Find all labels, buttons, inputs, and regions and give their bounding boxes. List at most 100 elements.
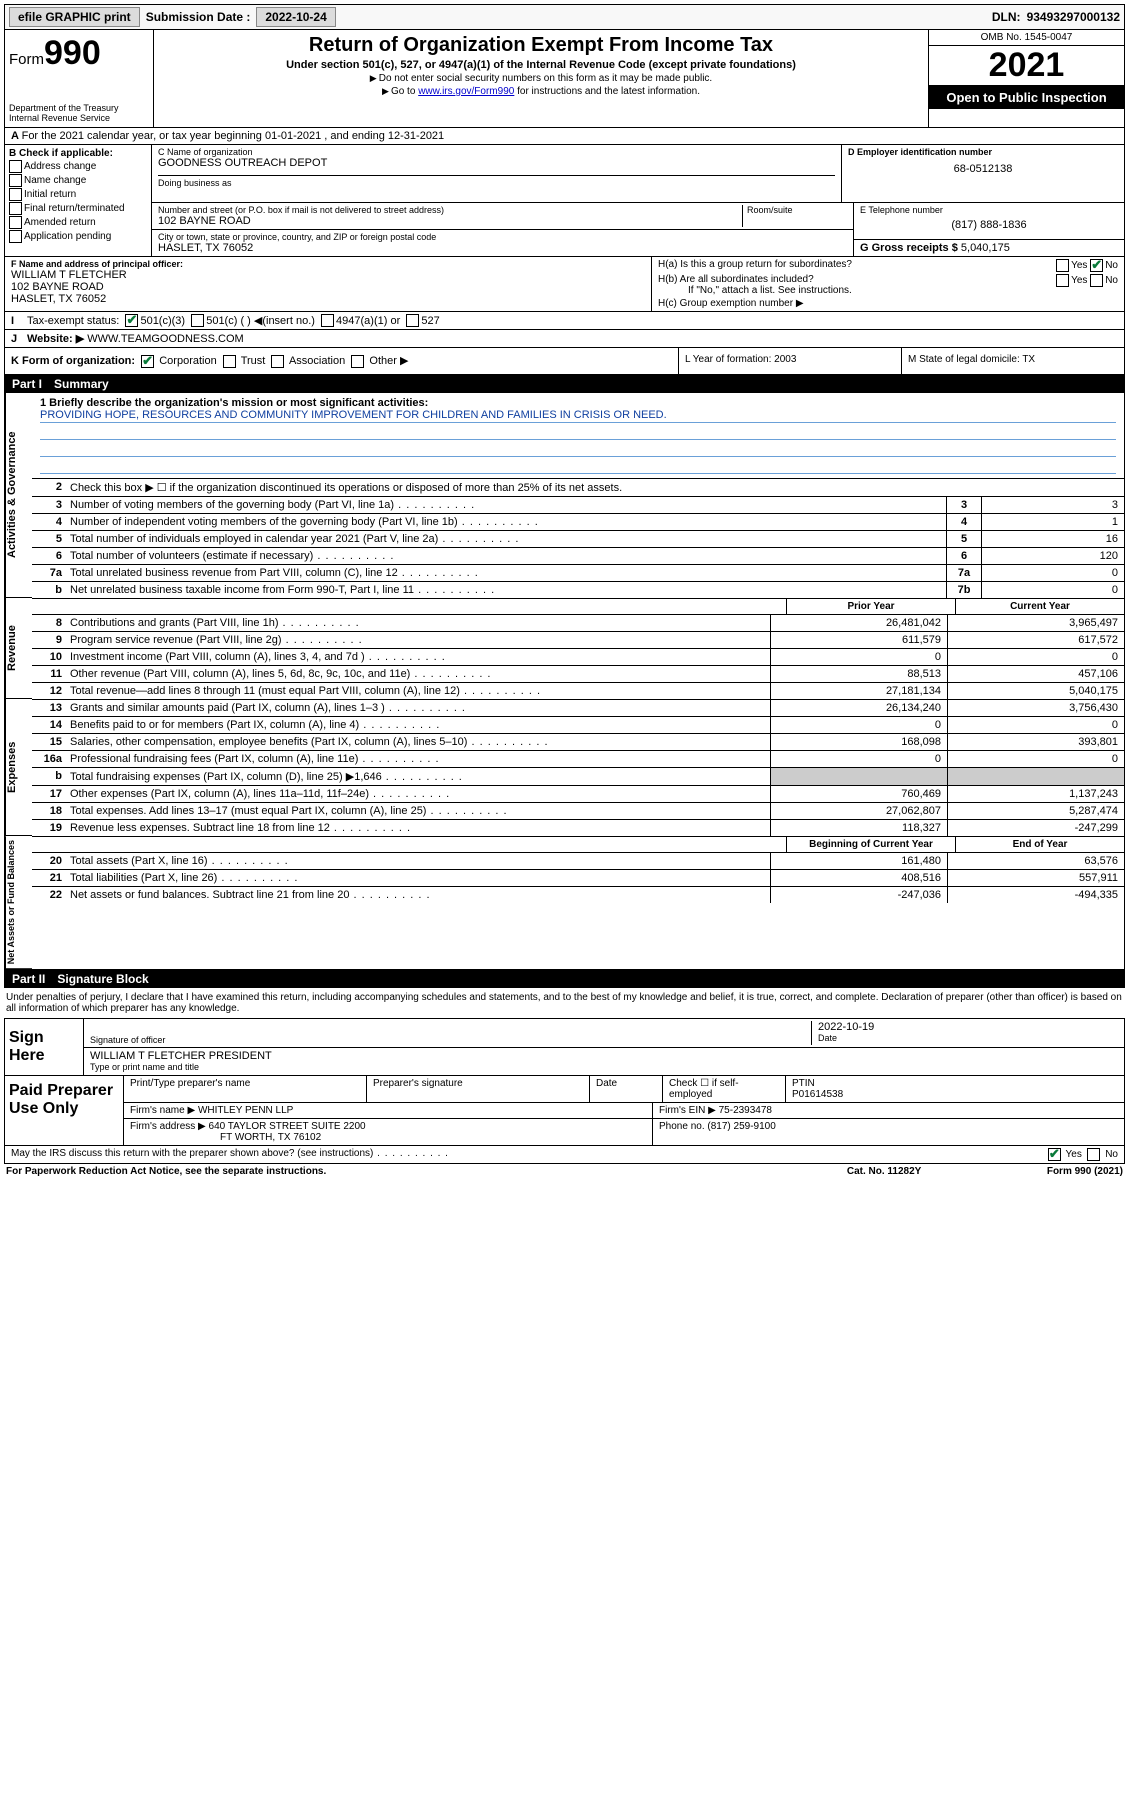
firm-addr2: FT WORTH, TX 76102 — [220, 1132, 321, 1143]
line17-desc: Other expenses (Part IX, column (A), lin… — [66, 786, 770, 802]
line15-desc: Salaries, other compensation, employee b… — [66, 734, 770, 750]
k-corp: Corporation — [159, 355, 216, 367]
line2: Check this box ▶ ☐ if the organization d… — [66, 479, 1124, 496]
dln-label: DLN: — [992, 10, 1021, 24]
section-b: B Check if applicable: Address change Na… — [5, 145, 152, 256]
line11-desc: Other revenue (Part VIII, column (A), li… — [66, 666, 770, 682]
hc-label: H(c) Group exemption number ▶ — [658, 298, 1118, 309]
b-initial: Initial return — [24, 189, 76, 200]
line15-curr: 393,801 — [947, 734, 1124, 750]
i-527: 527 — [421, 315, 439, 327]
line12-desc: Total revenue—add lines 8 through 11 (mu… — [66, 683, 770, 699]
ha-no: No — [1105, 260, 1118, 271]
dba-label: Doing business as — [158, 175, 835, 188]
org-name: GOODNESS OUTREACH DEPOT — [158, 157, 835, 169]
line16a-desc: Professional fundraising fees (Part IX, … — [66, 751, 770, 767]
lineb-val: 0 — [981, 582, 1124, 598]
ha-label: H(a) Is this a group return for subordin… — [658, 259, 852, 270]
submission-label: Submission Date : — [146, 10, 251, 24]
sign-here: Sign Here — [5, 1019, 83, 1075]
line14-prior: 0 — [770, 717, 947, 733]
goto-post: for instructions and the latest informat… — [514, 86, 700, 97]
efile-button[interactable]: efile GRAPHIC print — [9, 7, 140, 27]
prep-self-hdr: Check ☐ if self-employed — [663, 1076, 786, 1102]
hb-no: No — [1105, 275, 1118, 286]
street-label: Number and street (or P.O. box if mail i… — [158, 205, 742, 215]
header: Form990 Department of the Treasury Inter… — [4, 30, 1125, 128]
tel-value: (817) 888-1836 — [860, 219, 1118, 231]
i-4947: 4947(a)(1) or — [336, 315, 400, 327]
line16a-curr: 0 — [947, 751, 1124, 767]
hdr-prior: Prior Year — [786, 599, 955, 614]
discuss-no: No — [1105, 1149, 1118, 1160]
discuss-yes: Yes — [1066, 1149, 1082, 1160]
i-501c: 501(c) ( ) ◀(insert no.) — [206, 314, 315, 327]
irs-label: Internal Revenue Service — [9, 113, 149, 123]
sig-date-label: Date — [818, 1033, 1118, 1043]
line9-desc: Program service revenue (Part VIII, line… — [66, 632, 770, 648]
firm-phone-label: Phone no. — [659, 1121, 705, 1132]
line3-desc: Number of voting members of the governin… — [66, 497, 946, 513]
top-toolbar: efile GRAPHIC print Submission Date : 20… — [4, 4, 1125, 30]
form-number: 990 — [44, 34, 101, 72]
website-value: WWW.TEAMGOODNESS.COM — [87, 333, 243, 345]
firm-name: WHITLEY PENN LLP — [198, 1105, 293, 1116]
officer-addr2: HASLET, TX 76052 — [11, 293, 645, 305]
line20-desc: Total assets (Part X, line 16) — [66, 853, 770, 869]
line12-prior: 27,181,134 — [770, 683, 947, 699]
k-other: Other ▶ — [369, 355, 408, 367]
sig-officer-label: Signature of officer — [90, 1035, 811, 1045]
irs-link[interactable]: www.irs.gov/Form990 — [418, 86, 514, 97]
line19-prior: 118,327 — [770, 820, 947, 836]
firm-addr-label: Firm's address ▶ — [130, 1121, 206, 1132]
line12-curr: 5,040,175 — [947, 683, 1124, 699]
b-addr-change: Address change — [24, 161, 96, 172]
subtitle-2: Do not enter social security numbers on … — [160, 73, 922, 84]
line22-prior: -247,036 — [770, 887, 947, 903]
line21-desc: Total liabilities (Part X, line 26) — [66, 870, 770, 886]
side-netassets: Net Assets or Fund Balances — [5, 836, 32, 969]
omb-number: OMB No. 1545-0047 — [929, 30, 1124, 46]
prep-date-hdr: Date — [590, 1076, 663, 1102]
goto-pre: Go to — [391, 86, 418, 97]
line5-desc: Total number of individuals employed in … — [66, 531, 946, 547]
b-header: B Check if applicable: — [9, 148, 113, 159]
line22-desc: Net assets or fund balances. Subtract li… — [66, 887, 770, 903]
city-value: HASLET, TX 76052 — [158, 242, 847, 254]
prep-sig-hdr: Preparer's signature — [367, 1076, 590, 1102]
line19-desc: Revenue less expenses. Subtract line 18 … — [66, 820, 770, 836]
form-footer: Form 990 (2021) — [1047, 1166, 1123, 1177]
line18-curr: 5,287,474 — [947, 803, 1124, 819]
hdr-end: End of Year — [955, 837, 1124, 852]
line4-desc: Number of independent voting members of … — [66, 514, 946, 530]
line10-curr: 0 — [947, 649, 1124, 665]
k-assoc: Association — [289, 355, 345, 367]
firm-addr: 640 TAYLOR STREET SUITE 2200 — [209, 1121, 366, 1132]
m-label: M State of legal domicile: — [908, 354, 1022, 365]
line4-val: 1 — [981, 514, 1124, 530]
line16a-prior: 0 — [770, 751, 947, 767]
line7a-val: 0 — [981, 565, 1124, 581]
side-activities: Activities & Governance — [5, 393, 32, 598]
gross-label: G Gross receipts $ — [860, 242, 958, 254]
part1-header: Part I Summary — [4, 375, 1125, 393]
line7a-desc: Total unrelated business revenue from Pa… — [66, 565, 946, 581]
line17-curr: 1,137,243 — [947, 786, 1124, 802]
hb-yes: Yes — [1071, 275, 1087, 286]
line19-curr: -247,299 — [947, 820, 1124, 836]
line14-desc: Benefits paid to or for members (Part IX… — [66, 717, 770, 733]
b-name-change: Name change — [24, 175, 86, 186]
line9-prior: 611,579 — [770, 632, 947, 648]
hdr-begin: Beginning of Current Year — [786, 837, 955, 852]
l-label: L Year of formation: — [685, 354, 774, 365]
line8-prior: 26,481,042 — [770, 615, 947, 631]
tel-label: E Telephone number — [860, 205, 1118, 215]
line6-desc: Total number of volunteers (estimate if … — [66, 548, 946, 564]
hdr-current: Current Year — [955, 599, 1124, 614]
form-prefix: Form — [9, 51, 44, 68]
street-value: 102 BAYNE ROAD — [158, 215, 742, 227]
side-expenses: Expenses — [5, 699, 32, 836]
room-label: Room/suite — [742, 205, 847, 227]
line18-prior: 27,062,807 — [770, 803, 947, 819]
k-trust: Trust — [241, 355, 266, 367]
